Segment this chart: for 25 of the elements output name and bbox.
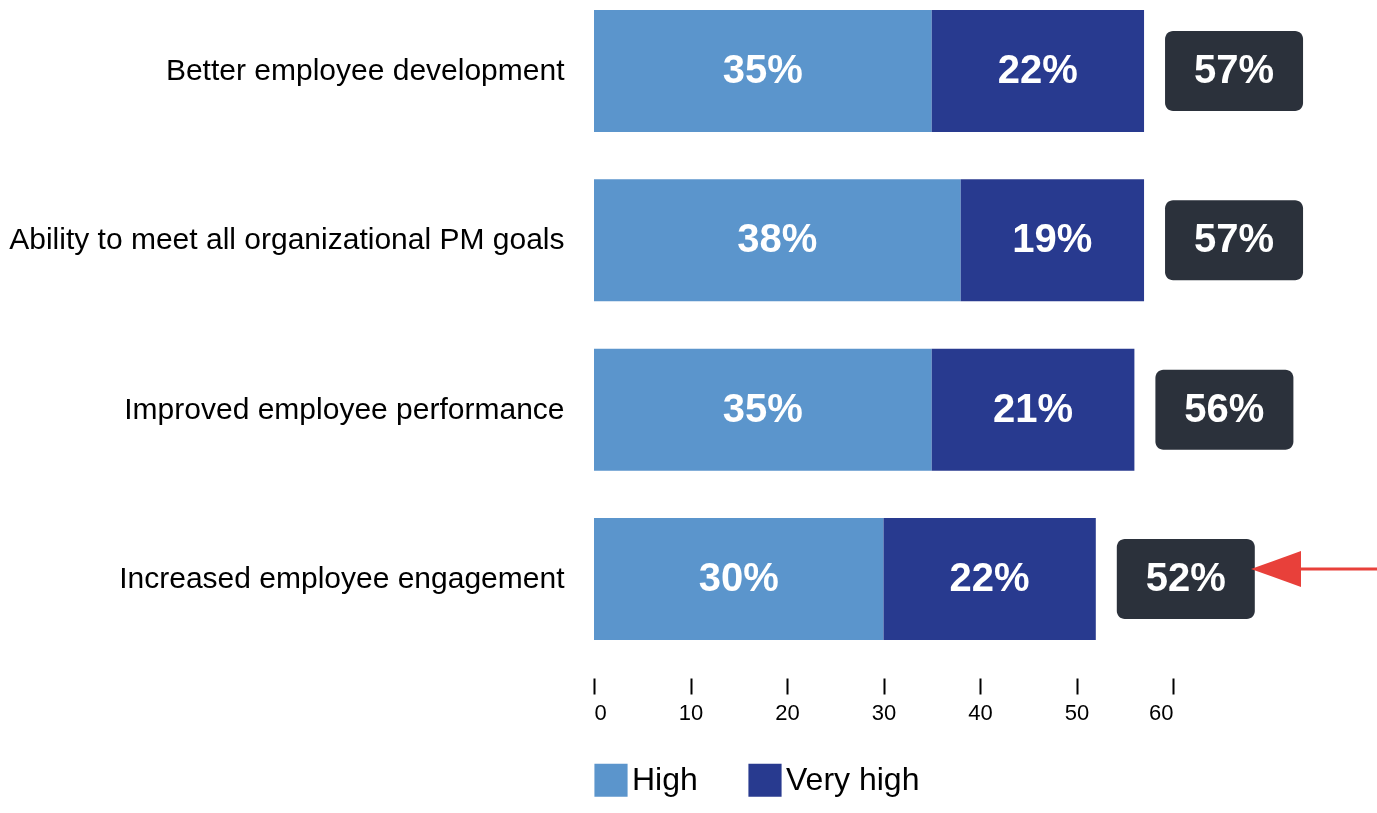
total-label: 52%: [1145, 555, 1226, 600]
data-label: 19%: [1012, 216, 1093, 261]
x-tick-label: 30: [871, 699, 897, 725]
y-tick-label: Increased employee engagement: [119, 561, 566, 595]
total-label: 56%: [1184, 385, 1265, 430]
x-tick-label: 20: [775, 699, 800, 725]
data-label: 35%: [722, 46, 803, 91]
y-tick-label: Better employee development: [165, 52, 566, 86]
data-label: 22%: [949, 555, 1030, 600]
data-label: 30%: [698, 555, 779, 600]
legend-label: Very high: [786, 761, 920, 798]
x-tick-label: 50: [1064, 699, 1090, 725]
legend-label: High: [632, 761, 698, 798]
y-tick-label: Ability to meet all organizational PM goals: [9, 222, 565, 256]
x-tick-label: 0: [594, 699, 607, 725]
data-label: 35%: [722, 385, 803, 430]
x-tick-label: 10: [678, 699, 704, 725]
total-label: 57%: [1194, 216, 1275, 261]
total-label: 57%: [1194, 46, 1275, 91]
data-label: 21%: [993, 385, 1074, 430]
x-tick-label: 60: [1149, 699, 1174, 725]
x-tick-label: 40: [968, 699, 993, 725]
data-label: 38%: [737, 216, 818, 261]
data-label: 22%: [997, 46, 1078, 91]
y-tick-label: Improved employee performance: [124, 391, 565, 425]
